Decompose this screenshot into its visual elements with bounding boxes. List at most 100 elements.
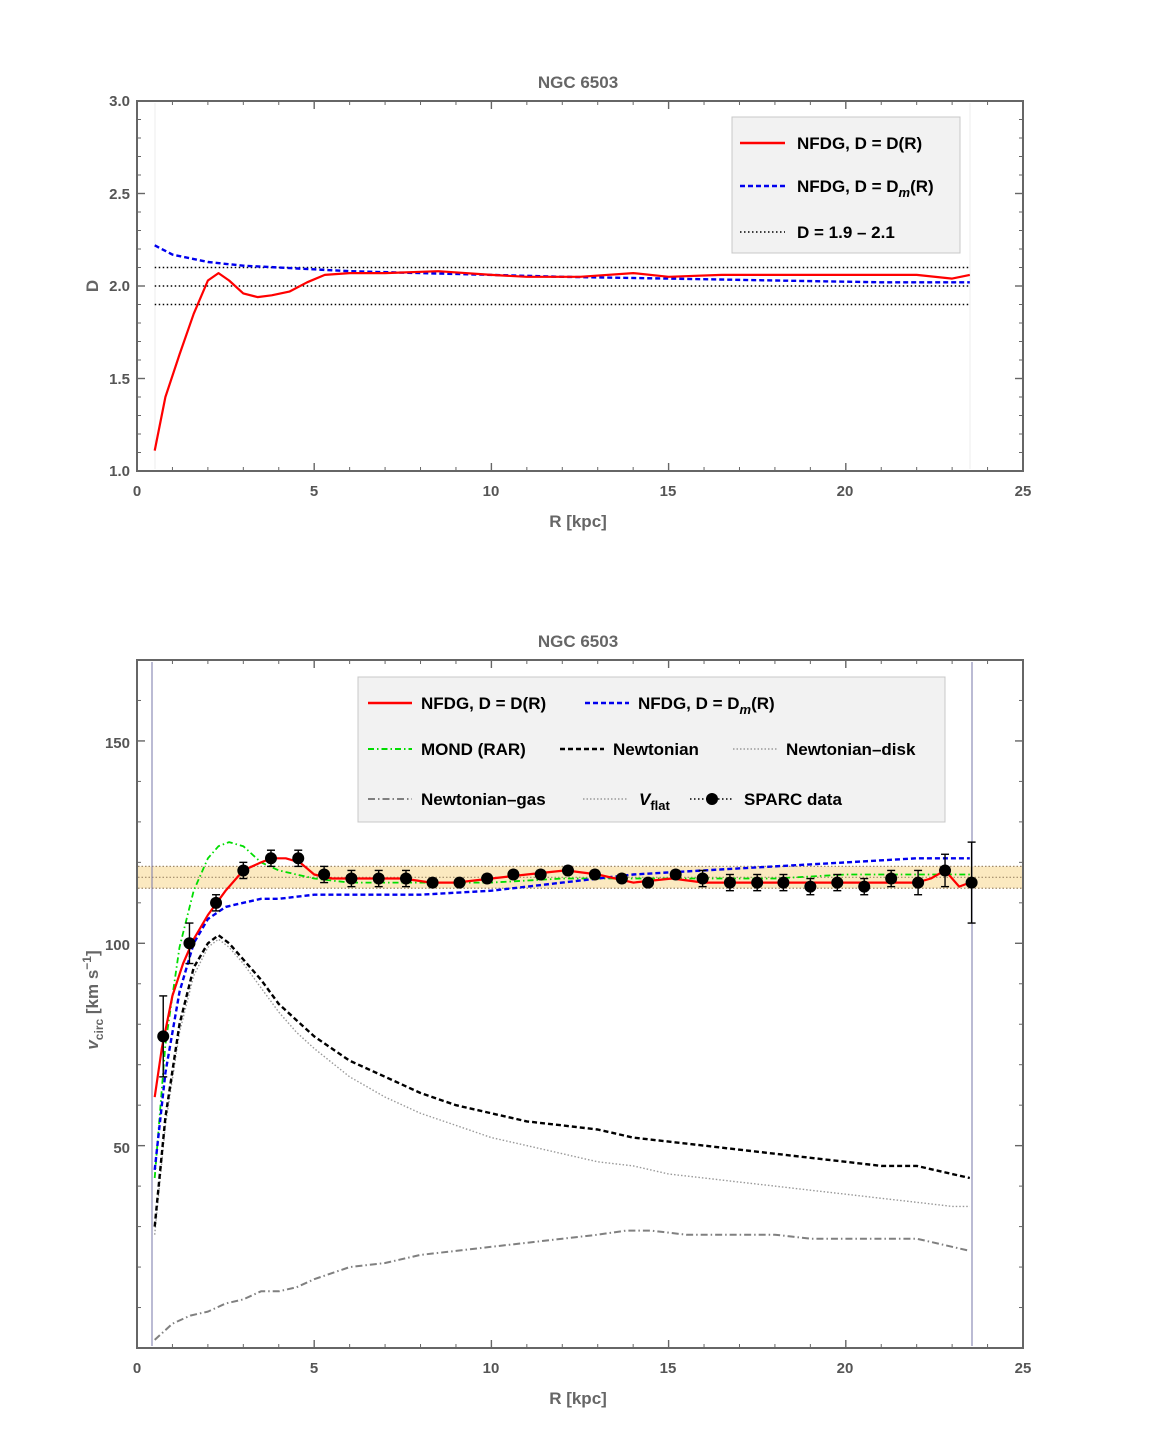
data-point xyxy=(777,873,790,892)
series-lines xyxy=(153,244,971,451)
data-marker xyxy=(292,852,305,865)
data-point xyxy=(939,853,952,888)
x-axis-label: R [kpc] xyxy=(549,1389,607,1408)
y-axis-label-sub: circ xyxy=(92,1019,106,1041)
y-tick-label: 1.5 xyxy=(109,371,130,388)
x-tick-label: 25 xyxy=(1015,1360,1032,1377)
data-point xyxy=(453,876,466,889)
series-nfdg-d-d-r xyxy=(153,857,971,1098)
sparc-data-points xyxy=(157,841,978,1078)
legend-label-mond: MOND (RAR) xyxy=(421,740,526,759)
x-tick-label: 20 xyxy=(837,483,854,500)
series-nfdg-d-d-r xyxy=(153,270,971,451)
legend-label-newtonian-gas: Newtonian–gas xyxy=(421,790,546,809)
x-tick-label: 15 xyxy=(660,1360,677,1377)
x-tick-label: 25 xyxy=(1015,483,1032,500)
legend-swatch-sparc-marker xyxy=(706,793,718,805)
data-point xyxy=(183,922,196,965)
legend-label-text: NFDG, D = D xyxy=(638,694,740,713)
legend-label-newtonian-disk: Newtonian–disk xyxy=(786,740,916,759)
data-point xyxy=(912,869,925,896)
data-marker xyxy=(561,864,574,877)
data-point xyxy=(723,873,736,892)
data-point xyxy=(157,995,170,1078)
d-profile-chart: NGC 6503 0 5 10 15 20 25 1.0 1.5 2.0 2.5… xyxy=(83,73,1031,531)
y-tick-labels: 50 100 150 xyxy=(105,735,130,1157)
chart-title: NGC 6503 xyxy=(538,73,618,92)
data-marker xyxy=(723,876,736,889)
data-marker xyxy=(588,868,601,881)
y-axis-label: D xyxy=(83,280,102,292)
legend-label-sub: m xyxy=(740,702,752,717)
legend: NFDG, D = D(R) NFDG, D = Dm(R) D = 1.9 –… xyxy=(731,116,961,254)
data-marker xyxy=(696,872,709,885)
y-tick-label: 1.0 xyxy=(109,463,130,480)
legend: NFDG, D = D (R) NFDG, D = Dm(R) MOND (RAR… xyxy=(357,676,946,823)
data-point xyxy=(858,877,871,896)
legend-label-nfdg-dm: NFDG, D = Dm(R) xyxy=(638,694,775,717)
legend-label-v: V xyxy=(639,790,652,809)
rotation-curve-chart: NGC 6503 0 5 10 15 20 25 50 100 150 R [k… xyxy=(80,632,1031,1408)
legend-box xyxy=(357,676,946,823)
data-point xyxy=(561,864,574,877)
data-point xyxy=(965,841,978,924)
series-lines xyxy=(153,841,971,1341)
data-point xyxy=(292,849,305,868)
y-axis-label-exp: −1 xyxy=(80,956,94,970)
data-point xyxy=(210,894,223,912)
y-tick-label: 50 xyxy=(113,1140,130,1157)
legend-label-tail: (R) xyxy=(751,694,775,713)
data-marker xyxy=(534,868,547,881)
data-marker xyxy=(804,880,817,893)
y-tick-label: 2.5 xyxy=(109,186,130,203)
data-marker xyxy=(237,864,250,877)
data-marker xyxy=(264,852,277,865)
axis-ticks xyxy=(136,100,1024,472)
data-point xyxy=(264,849,277,868)
legend-box xyxy=(731,116,961,254)
data-point xyxy=(588,868,601,881)
data-point xyxy=(804,877,817,896)
legend-label-tail: (R) xyxy=(910,177,934,196)
y-tick-label: 100 xyxy=(105,937,130,954)
data-marker xyxy=(372,872,385,885)
legend-label-vflat: Vflat xyxy=(639,790,671,813)
data-point xyxy=(696,869,709,888)
data-marker xyxy=(615,872,628,885)
data-marker xyxy=(318,868,331,881)
x-tick-label: 5 xyxy=(310,1360,318,1377)
series-nfdg-d-dm-r xyxy=(153,857,970,1171)
data-marker xyxy=(912,876,925,889)
y-axis-label-close: ] xyxy=(83,950,102,956)
x-tick-label: 10 xyxy=(483,483,500,500)
data-point xyxy=(372,869,385,888)
data-marker xyxy=(777,876,790,889)
y-axis-label-units: [km s xyxy=(83,970,102,1019)
series-newtonian-disk xyxy=(154,938,970,1235)
data-point xyxy=(615,872,628,885)
legend-label-text: NFDG, D = D xyxy=(797,177,899,196)
data-marker xyxy=(751,876,764,889)
data-point xyxy=(831,873,844,892)
y-tick-label: 150 xyxy=(105,735,130,752)
data-marker xyxy=(965,876,978,889)
series-newtonian xyxy=(153,934,971,1227)
series-newtonian-gas xyxy=(154,1229,971,1341)
data-point xyxy=(642,876,655,889)
legend-label-sub: m xyxy=(899,185,911,200)
y-axis-label-v: v xyxy=(83,1039,102,1050)
data-marker xyxy=(157,1030,170,1043)
data-marker xyxy=(399,872,412,885)
data-point xyxy=(318,865,331,884)
data-marker xyxy=(507,868,520,881)
y-tick-label: 2.0 xyxy=(109,278,130,295)
y-axis-label: vcirc [km s−1] xyxy=(80,950,106,1049)
data-point xyxy=(669,868,682,881)
data-point xyxy=(399,869,412,888)
data-marker xyxy=(345,872,358,885)
x-tick-label: 0 xyxy=(133,1360,141,1377)
x-tick-label: 5 xyxy=(310,483,318,500)
y-tick-label: 3.0 xyxy=(109,93,130,110)
chart-title: NGC 6503 xyxy=(538,632,618,651)
